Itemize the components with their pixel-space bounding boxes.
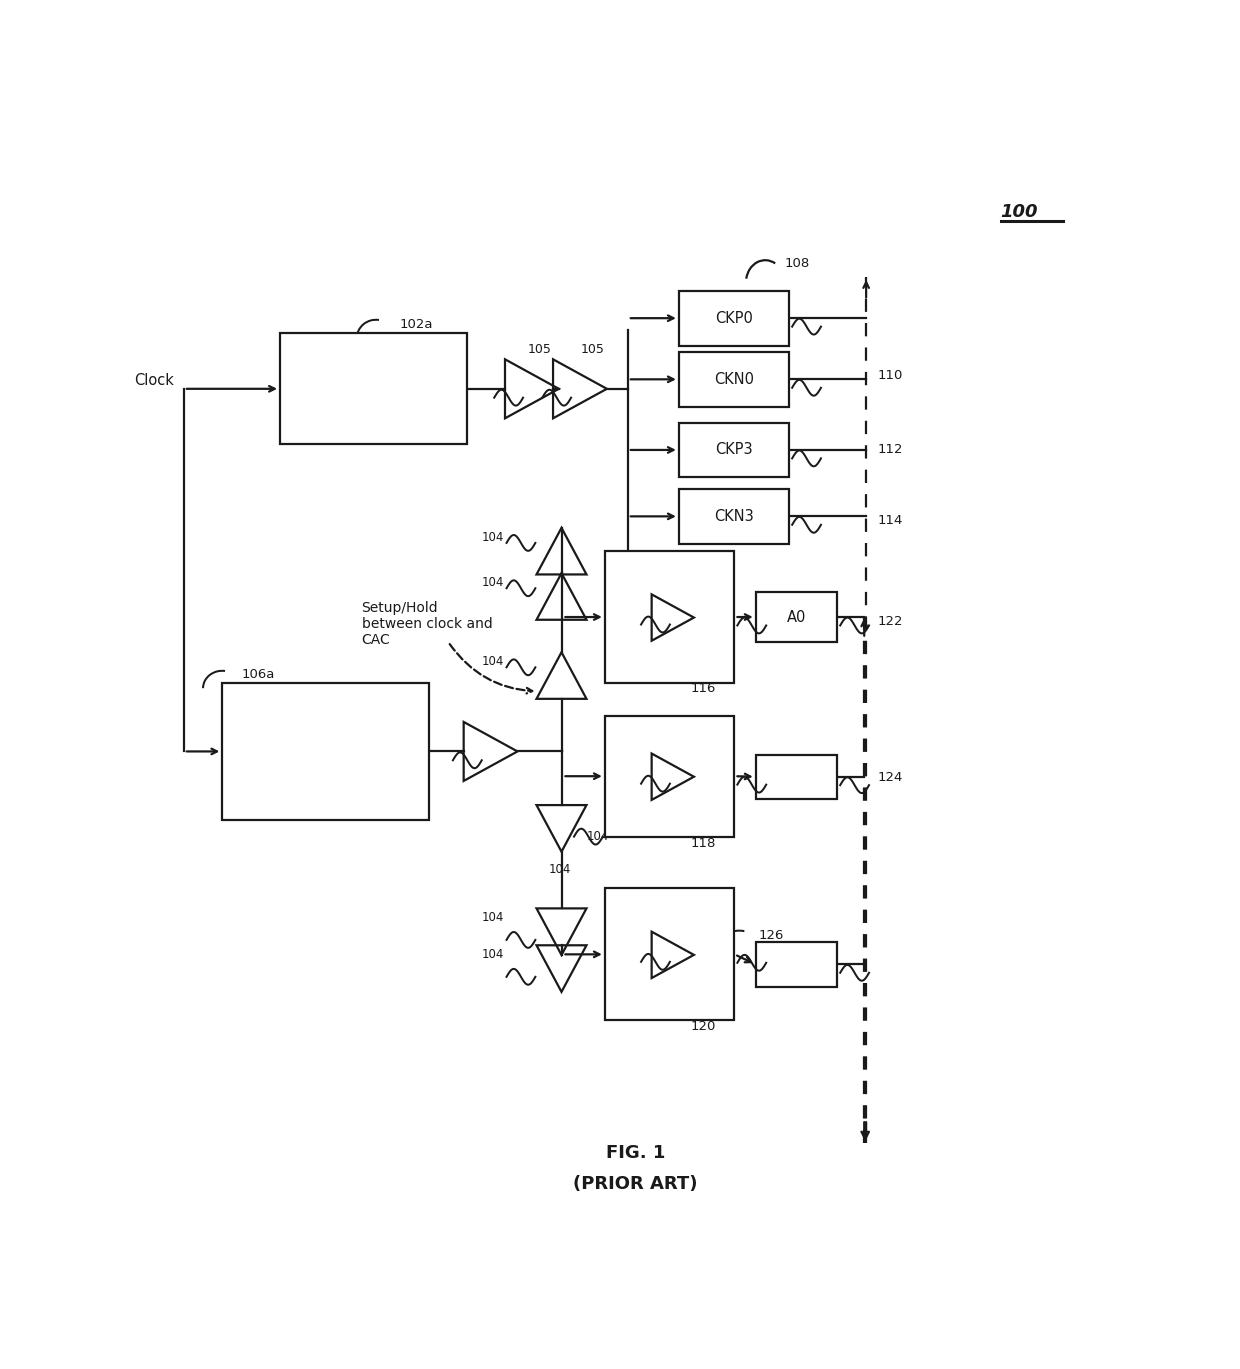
Text: 120: 120	[691, 1020, 715, 1034]
Text: 118: 118	[691, 836, 715, 850]
Text: CKP0: CKP0	[715, 311, 753, 326]
Text: CKN0: CKN0	[714, 372, 754, 387]
Bar	[755, 942, 837, 987]
Text: 102a: 102a	[401, 318, 434, 331]
Text: 126: 126	[759, 930, 784, 942]
Text: 104: 104	[587, 830, 609, 843]
Bar	[755, 593, 837, 642]
Bar	[605, 888, 734, 1020]
Bar	[678, 290, 789, 345]
Text: 104: 104	[549, 862, 572, 876]
Text: FIG. 1: FIG. 1	[606, 1144, 665, 1162]
Bar	[605, 552, 734, 683]
Text: 106a: 106a	[242, 668, 275, 680]
Text: 116: 116	[691, 682, 715, 694]
Text: 104: 104	[481, 531, 503, 543]
Text: 122: 122	[878, 615, 903, 628]
Bar	[678, 423, 789, 478]
Text: 124: 124	[878, 771, 903, 784]
Text: CKN3: CKN3	[714, 509, 754, 524]
Text: 105: 105	[580, 344, 605, 356]
Bar	[280, 333, 467, 444]
Text: 104: 104	[481, 912, 503, 924]
Bar	[755, 754, 837, 799]
Bar	[222, 683, 429, 820]
Text: Setup/Hold
between clock and
CAC: Setup/Hold between clock and CAC	[362, 601, 492, 648]
Text: 108: 108	[785, 257, 810, 270]
Text: 104: 104	[481, 576, 503, 589]
Text: A0: A0	[786, 609, 806, 624]
Text: 105: 105	[528, 344, 552, 356]
Text: (PRIOR ART): (PRIOR ART)	[573, 1175, 698, 1192]
Text: Clock: Clock	[134, 372, 174, 387]
Bar	[678, 352, 789, 407]
Text: 110: 110	[878, 368, 903, 382]
Text: 114: 114	[878, 515, 903, 527]
Text: 112: 112	[878, 444, 903, 456]
Bar	[605, 716, 734, 836]
Text: 104: 104	[481, 949, 503, 961]
Bar	[678, 489, 789, 543]
Text: 104: 104	[481, 656, 503, 668]
Text: CKP3: CKP3	[715, 442, 753, 457]
Text: 100: 100	[1001, 203, 1038, 220]
